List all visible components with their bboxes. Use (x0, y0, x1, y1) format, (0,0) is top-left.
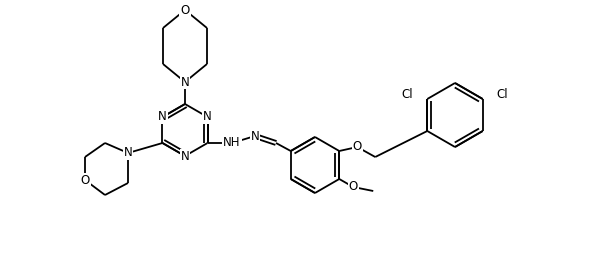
Text: O: O (353, 141, 362, 153)
Text: Cl: Cl (497, 89, 508, 101)
Text: N: N (181, 76, 189, 89)
Text: N: N (181, 150, 189, 162)
Text: O: O (181, 4, 190, 16)
Text: N: N (250, 130, 260, 142)
Text: N: N (203, 110, 212, 124)
Text: O: O (80, 173, 89, 187)
Text: Cl: Cl (402, 89, 413, 101)
Text: O: O (348, 181, 358, 193)
Text: NH: NH (223, 136, 241, 150)
Text: N: N (158, 110, 167, 124)
Text: N: N (123, 147, 133, 159)
